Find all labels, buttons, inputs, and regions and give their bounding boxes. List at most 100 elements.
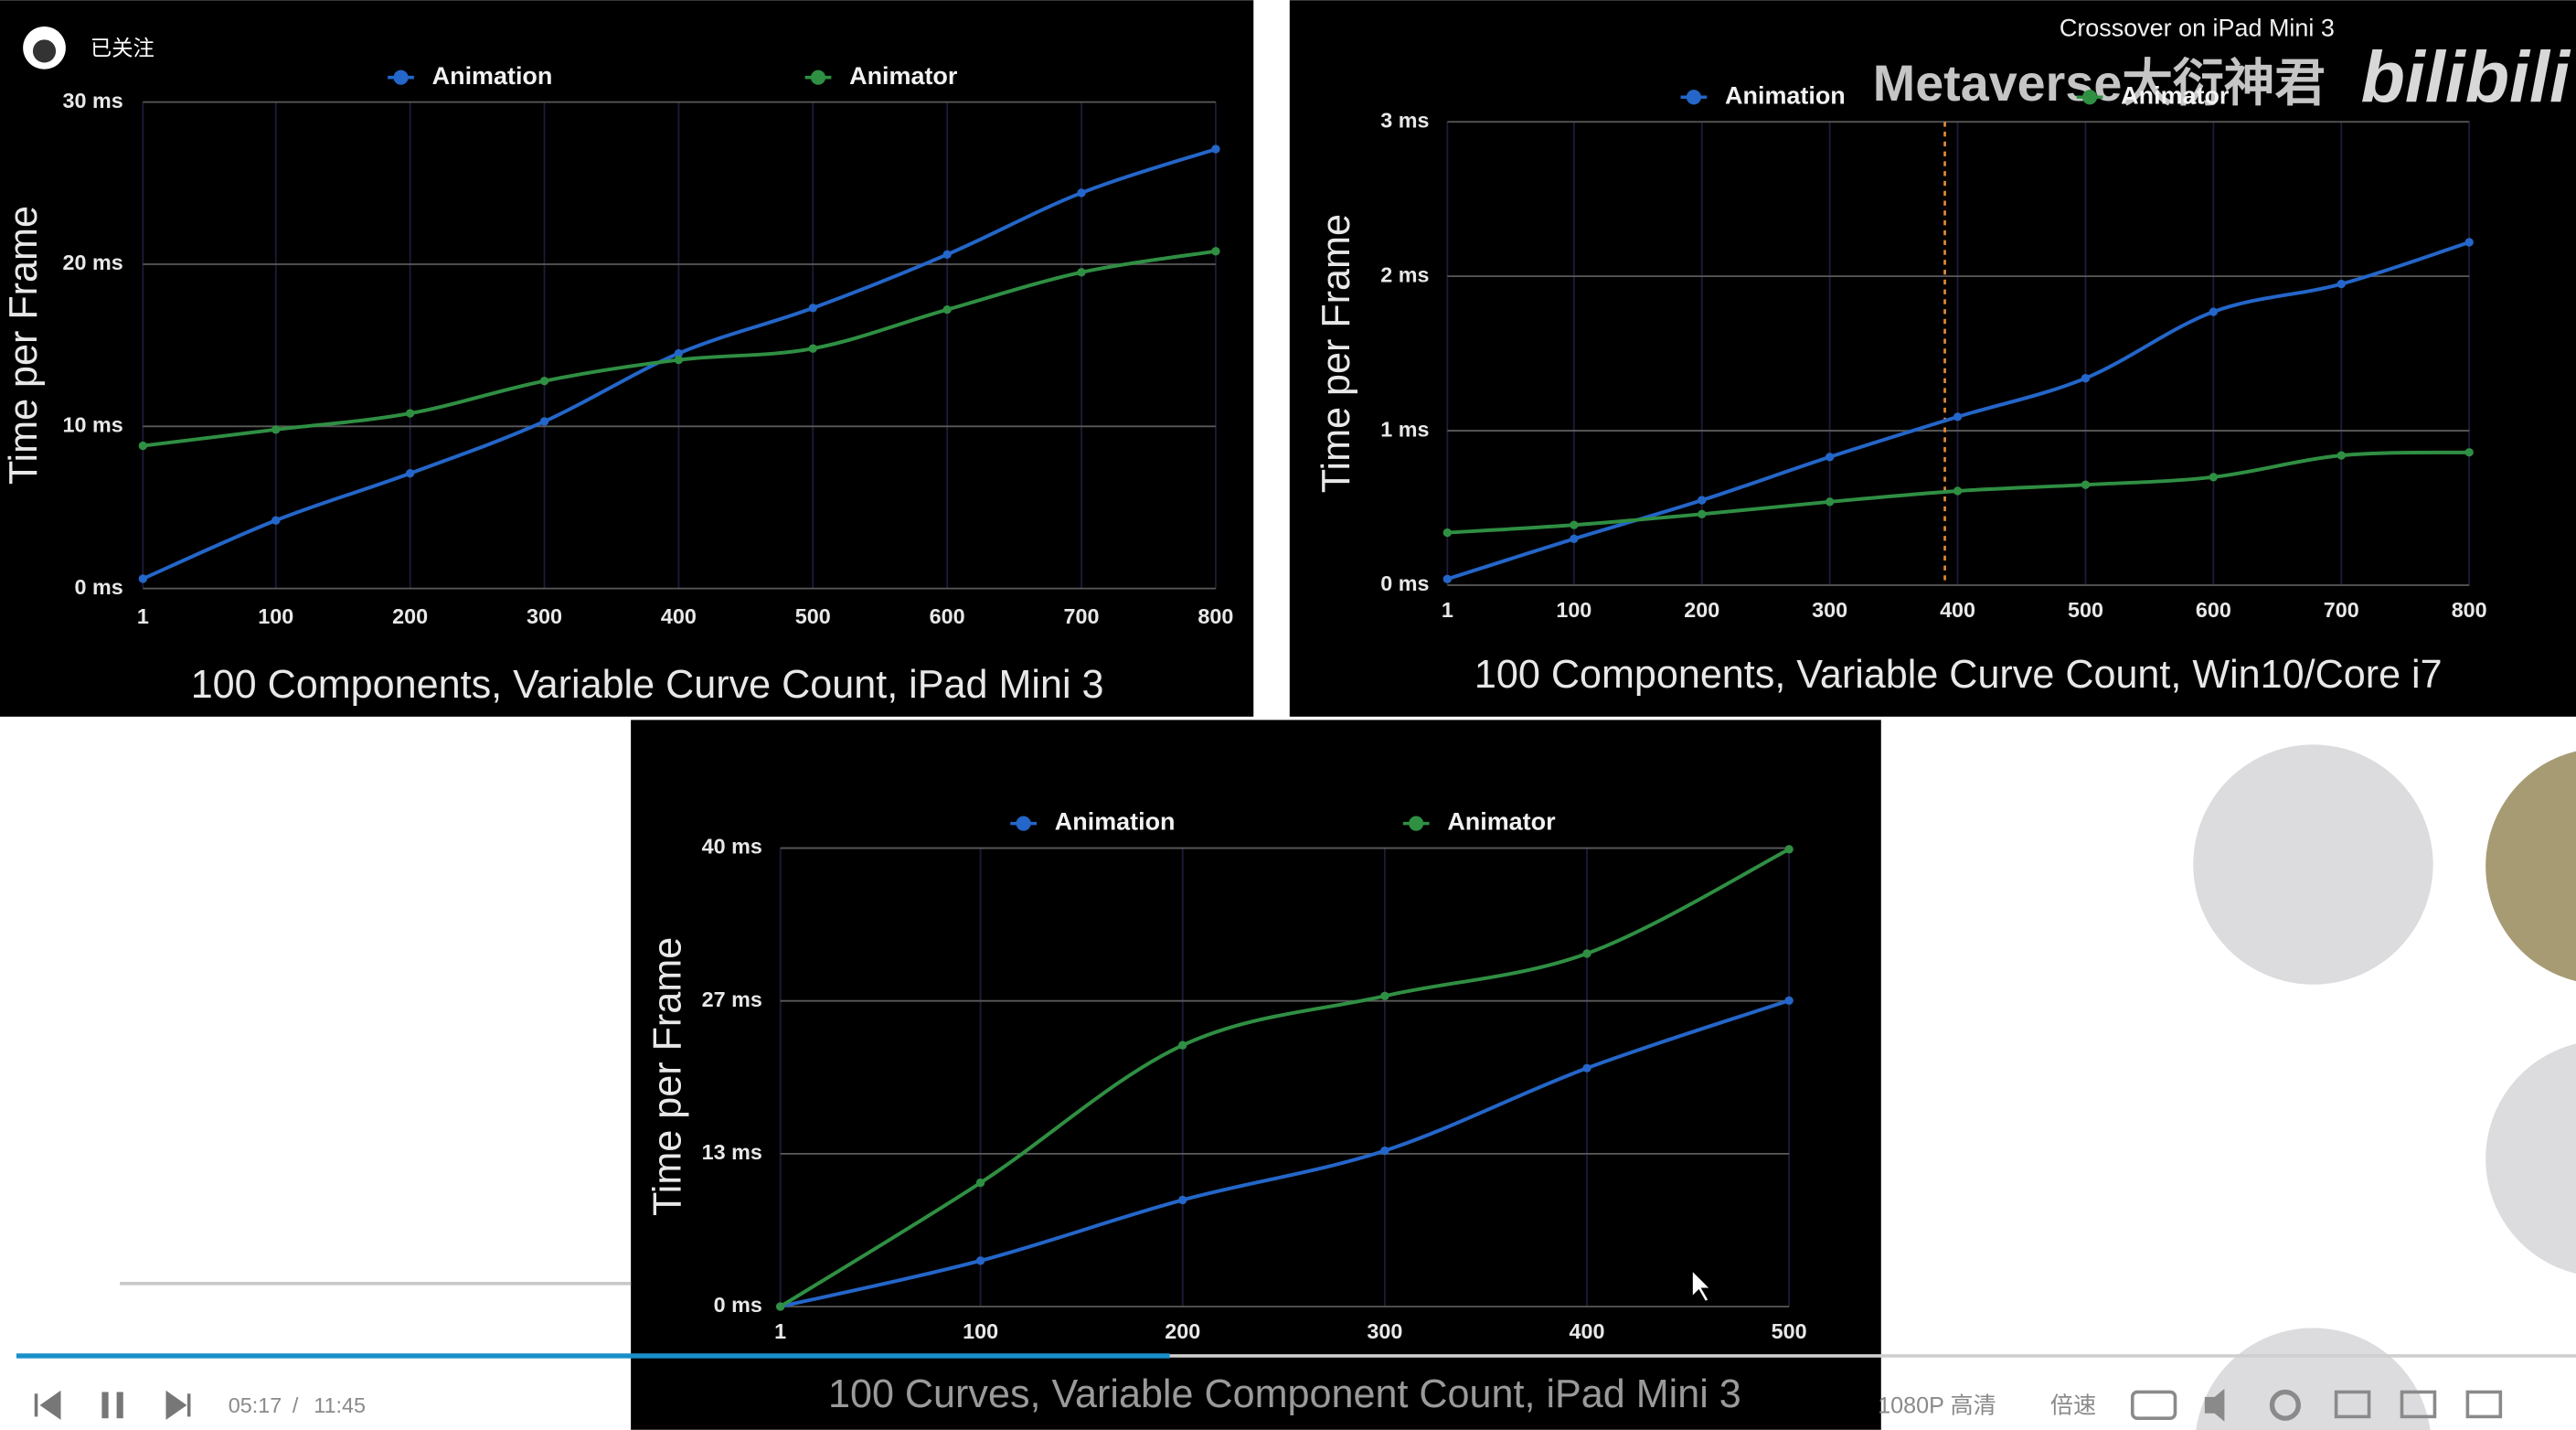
y-tick-label: 10 ms [63, 412, 123, 436]
legend-label: Animation [432, 62, 553, 90]
prev-button[interactable] [34, 1390, 61, 1420]
pip-button[interactable] [2334, 1390, 2371, 1419]
follow-label[interactable]: 已关注 [90, 36, 154, 59]
annotation: Crossover on iPad Mini 3 [2060, 15, 2335, 42]
y-tick-label: 1 ms [1380, 417, 1429, 441]
data-point [1442, 528, 1453, 538]
y-tick-label: 27 ms [702, 987, 762, 1011]
speed-button[interactable]: 倍速 [2050, 1393, 2096, 1418]
legend-marker [2081, 90, 2098, 105]
decor-circle [2486, 1043, 2576, 1274]
next-button[interactable] [165, 1390, 191, 1420]
legend-marker [1016, 816, 1031, 831]
x-tick-label: 200 [1684, 598, 1719, 622]
x-tick-label: 300 [1367, 1319, 1402, 1343]
y-tick-label: 3 ms [1380, 108, 1429, 132]
y-tick-label: 0 ms [714, 1293, 762, 1317]
data-point [2336, 451, 2346, 460]
quality-button[interactable]: 1080P 高清 [1878, 1393, 1996, 1418]
settings-button[interactable] [2269, 1389, 2301, 1421]
data-point [2464, 448, 2474, 457]
data-point [405, 469, 415, 478]
x-tick-label: 400 [661, 604, 697, 628]
data-point [539, 376, 549, 386]
x-tick-label: 500 [2068, 598, 2103, 622]
panel-bottom [631, 720, 1881, 1430]
x-tick-label: 300 [1812, 598, 1847, 622]
x-tick-label: 700 [1064, 604, 1100, 628]
legend-marker [393, 69, 409, 85]
volume-button[interactable] [2204, 1388, 2225, 1422]
data-point [1570, 534, 1579, 544]
data-point [1211, 247, 1220, 256]
duration: 11:45 [314, 1393, 366, 1417]
data-point [975, 1178, 985, 1188]
data-point [539, 417, 549, 426]
data-point [1698, 509, 1707, 518]
logo: bilibili [2361, 36, 2571, 117]
y-tick-label: 0 ms [75, 575, 123, 599]
y-tick-label: 13 ms [702, 1140, 762, 1164]
data-point [1784, 996, 1794, 1005]
series-line [780, 998, 1790, 1308]
data-point [1698, 496, 1707, 505]
legend-label: Animator [2121, 81, 2230, 109]
data-point [1582, 949, 1591, 958]
legend-marker [1409, 816, 1424, 831]
legend-label: Animator [849, 62, 958, 90]
panel-left [0, 0, 1254, 717]
subtitle-button[interactable] [2130, 1390, 2177, 1420]
data-point [271, 516, 281, 525]
x-tick-label: 1 [137, 604, 149, 628]
legend-label: Animation [1055, 808, 1176, 836]
data-point [975, 1256, 985, 1265]
data-point [1380, 1146, 1389, 1156]
y-tick-label: 0 ms [1380, 571, 1429, 595]
x-tick-label: 100 [1556, 598, 1591, 622]
data-point [1178, 1195, 1187, 1205]
y-axis-title: Time per Frame [646, 937, 690, 1216]
y-axis-title: Time per Frame [1315, 214, 1358, 493]
x-tick-label: 500 [795, 604, 831, 628]
data-point [1442, 574, 1453, 583]
x-axis-title: 100 Components, Variable Curve Count, Wi… [1474, 653, 2443, 697]
x-tick-label: 500 [1772, 1319, 1807, 1343]
data-point [2209, 307, 2219, 316]
data-point [1178, 1040, 1187, 1050]
x-tick-label: 400 [1570, 1319, 1605, 1343]
y-tick-label: 30 ms [63, 89, 123, 112]
decor-circle [2486, 751, 2576, 982]
x-tick-label: 100 [963, 1319, 998, 1343]
data-point [674, 355, 684, 365]
x-tick-label: 200 [1165, 1319, 1200, 1343]
legend-label: Animation [1725, 81, 1846, 109]
data-point [1582, 1063, 1591, 1072]
fullscreen-button[interactable] [2465, 1390, 2503, 1419]
data-point [1211, 144, 1220, 154]
data-point [775, 1302, 785, 1311]
data-point [138, 441, 148, 451]
x-tick-label: 700 [2324, 598, 2359, 622]
data-point [271, 425, 281, 434]
watermark: Metaverse大衍神君 [1873, 55, 2326, 112]
y-axis-title: Time per Frame [2, 206, 46, 485]
x-tick-label: 300 [527, 604, 562, 628]
x-tick-label: 600 [930, 604, 965, 628]
legend-label: Animator [1447, 808, 1556, 836]
data-point [674, 348, 684, 358]
data-point [1825, 453, 1835, 462]
x-tick-label: 100 [258, 604, 293, 628]
data-point [808, 304, 817, 313]
data-point [942, 250, 952, 260]
data-point [1570, 520, 1579, 529]
legend-marker [810, 69, 826, 85]
pause-button-bar [116, 1392, 123, 1419]
pause-button[interactable] [101, 1392, 109, 1419]
widescreen-button[interactable] [2400, 1390, 2437, 1419]
x-tick-label: 600 [2196, 598, 2231, 622]
avatar-face [32, 39, 57, 63]
y-tick-label: 20 ms [63, 251, 123, 274]
legend-marker [1686, 90, 1701, 105]
